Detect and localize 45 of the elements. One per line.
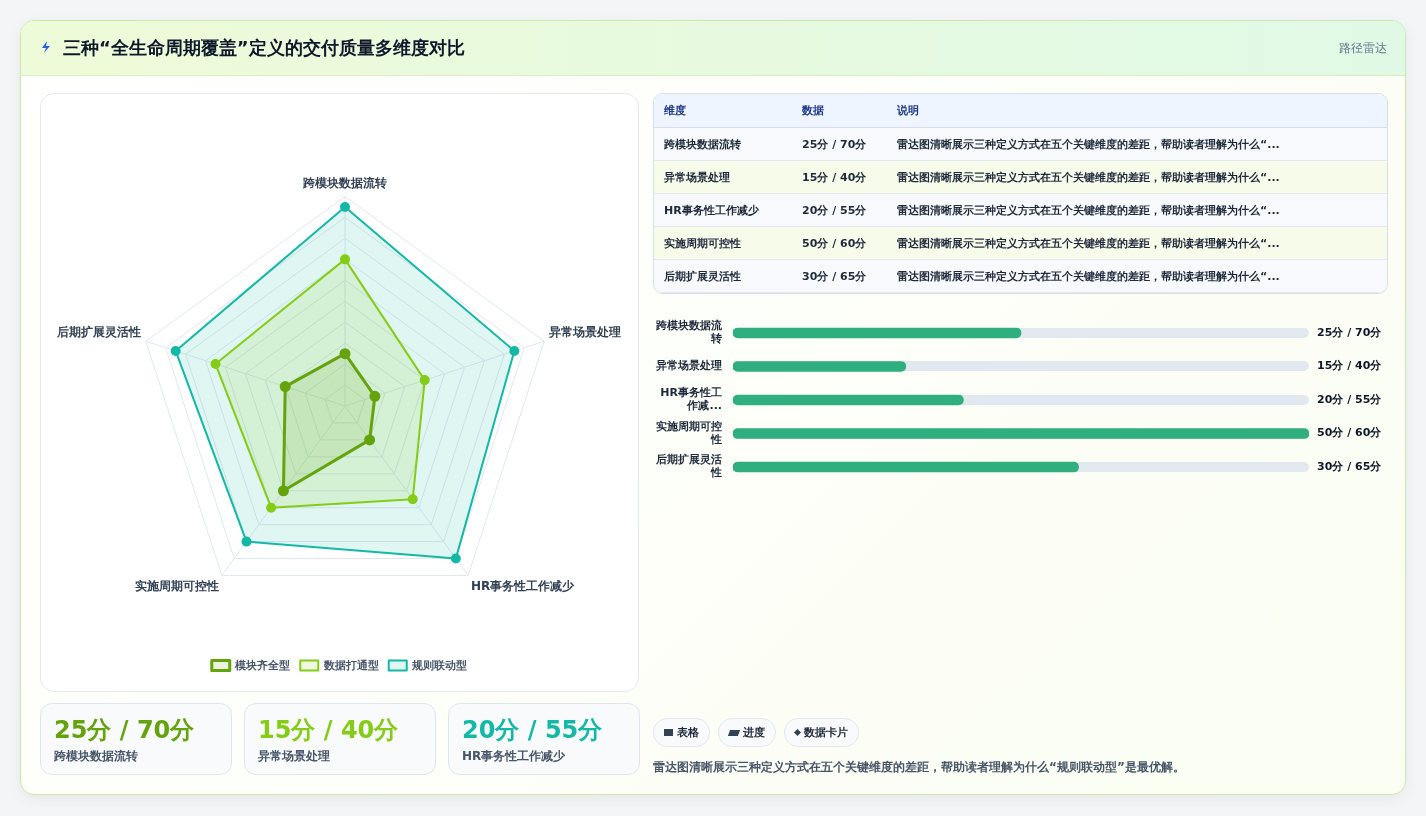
text: 进度 (743, 725, 765, 740)
y-tick-label: 异常场景处理 (655, 359, 722, 373)
text: 异常场景处理 (258, 748, 330, 765)
text: 数据卡片 (804, 725, 848, 740)
text: 跨模块数据流转 (54, 748, 138, 765)
y-tick-label: 后期扩展灵活性 (655, 453, 722, 480)
data-label: 20分 / 55分 (1317, 392, 1383, 406)
text: 雷达图清晰展示三种定义方式在五个关键维度的差距，帮助读者理解为什么“... (887, 127, 1387, 161)
text: 25分 / 70分 (792, 127, 887, 161)
data-label: 50分 / 60分 (1317, 426, 1383, 440)
text: 25分 / 70分 (54, 715, 195, 746)
chart-title: 三种“全生命周期覆盖”定义的交付质量多维度对比 (63, 36, 465, 60)
text: 15分 / 40分 (258, 715, 399, 746)
legend-label: 规则联动型 (411, 658, 468, 671)
text: 说明 (887, 94, 1387, 128)
text: 雷达图清晰展示三种定义方式在五个关键维度的差距，帮助读者理解为什么“... (887, 160, 1387, 194)
legend-label: 模块齐全型 (234, 658, 291, 671)
data-label: 15分 / 40分 (1317, 359, 1383, 373)
bar (733, 361, 907, 372)
text: 数据 (792, 94, 887, 128)
text: 50分 / 60分 (792, 226, 887, 260)
text: 雷达图清晰展示三种定义方式在五个关键维度的差距，帮助读者理解为什么“规则联动型”是最优解。 (653, 759, 1185, 776)
text: 路径雷达 (1339, 40, 1387, 57)
spoke-label: 后期扩展灵活性 (56, 324, 141, 339)
y-tick-label: 跨模块数据流转 (655, 319, 723, 346)
data-label: 30分 / 65分 (1317, 459, 1383, 473)
spoke-label: HR事务性工作减少 (471, 578, 576, 593)
text: 20分 / 55分 (792, 193, 887, 227)
text: 表格 (677, 725, 699, 740)
text: 维度 (654, 94, 792, 128)
y-tick-label: HR事务性工作减... (660, 386, 722, 413)
text: 20分 / 55分 (462, 715, 603, 746)
text: 雷达图清晰展示三种定义方式在五个关键维度的差距，帮助读者理解为什么“... (887, 226, 1387, 260)
text: HR事务性工作减少 (462, 748, 566, 765)
y-tick-label: 实施周期可控性 (656, 419, 722, 446)
text: HR事务性工作减少 (654, 193, 792, 227)
spoke-label: 跨模块数据流转 (302, 176, 387, 191)
text: 雷达图清晰展示三种定义方式在五个关键维度的差距，帮助读者理解为什么“... (887, 259, 1387, 293)
spoke-label: 异常场景处理 (548, 324, 621, 339)
spoke-label: 实施周期可控性 (134, 578, 219, 593)
legend-label: 数据打通型 (322, 658, 379, 671)
text: 30分 / 65分 (792, 259, 887, 293)
text: 雷达图清晰展示三种定义方式在五个关键维度的差距，帮助读者理解为什么“... (887, 193, 1387, 227)
data-label: 25分 / 70分 (1317, 325, 1383, 339)
text: 15分 / 40分 (792, 160, 887, 194)
